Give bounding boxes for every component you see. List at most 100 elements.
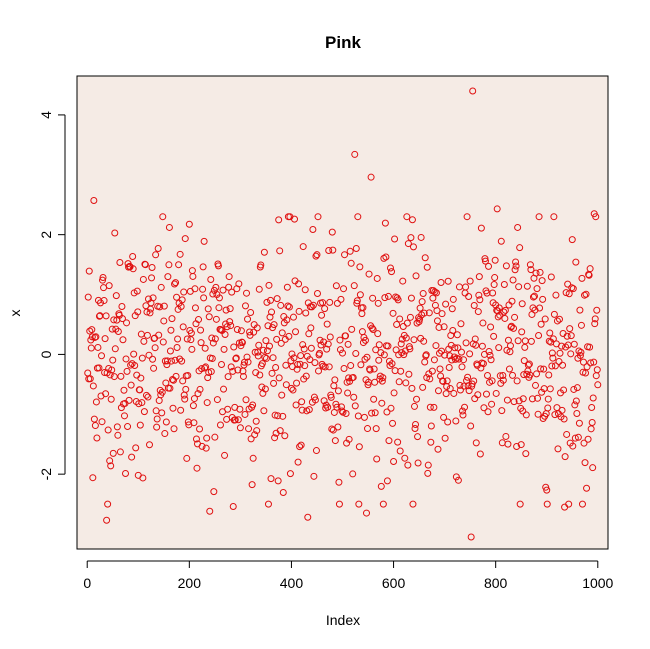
data-point <box>100 297 108 305</box>
data-point <box>136 421 144 429</box>
data-point <box>491 274 499 282</box>
data-point <box>331 376 339 384</box>
data-point <box>305 330 313 338</box>
data-point <box>588 404 596 412</box>
data-point <box>335 478 343 486</box>
data-point <box>527 337 535 345</box>
data-point <box>512 258 520 266</box>
data-point <box>284 302 292 310</box>
data-point <box>408 216 416 224</box>
data-point <box>474 308 482 316</box>
data-point <box>497 237 505 245</box>
data-point <box>339 349 346 357</box>
data-point <box>304 513 312 521</box>
data-point <box>388 360 396 368</box>
data-point <box>381 294 389 302</box>
data-point <box>163 361 171 369</box>
data-point <box>542 483 550 491</box>
data-point <box>260 248 268 256</box>
data-point <box>469 87 477 95</box>
data-point <box>316 349 324 357</box>
data-point <box>574 433 582 441</box>
data-point <box>119 336 127 344</box>
data-point <box>267 296 275 304</box>
data-point <box>396 447 404 455</box>
data-point <box>140 408 148 416</box>
data-point <box>429 294 437 302</box>
data-point <box>88 326 96 334</box>
data-point <box>509 371 517 379</box>
data-point <box>262 337 270 345</box>
data-point <box>418 298 426 306</box>
data-point <box>187 336 195 344</box>
data-point <box>528 395 536 403</box>
data-point <box>502 432 510 440</box>
data-point <box>383 408 391 416</box>
data-point <box>255 285 263 293</box>
data-point <box>460 382 468 390</box>
data-point <box>353 297 361 305</box>
data-point <box>91 422 99 430</box>
data-point <box>578 500 586 508</box>
data-point <box>445 364 453 372</box>
y-tick-label: -2 <box>38 468 54 481</box>
data-point <box>438 310 446 318</box>
data-point <box>526 371 534 379</box>
data-point <box>569 285 577 293</box>
data-point <box>410 336 418 344</box>
data-point <box>282 361 290 369</box>
data-point <box>513 377 521 385</box>
data-point <box>551 411 559 419</box>
data-point <box>586 343 594 351</box>
data-point <box>264 500 272 508</box>
data-point <box>380 351 388 359</box>
data-point <box>490 332 498 340</box>
data-point <box>270 321 278 329</box>
data-point <box>390 389 398 397</box>
data-point <box>414 433 422 441</box>
data-point <box>203 399 211 407</box>
data-point <box>502 262 510 270</box>
data-point <box>258 360 266 368</box>
data-point <box>488 400 496 408</box>
data-point <box>275 216 283 224</box>
data-point <box>286 470 294 478</box>
data-point <box>113 423 121 431</box>
data-point <box>582 369 590 377</box>
data-point <box>187 329 195 337</box>
y-axis: -2 0 2 4 <box>38 111 66 481</box>
data-point <box>114 327 122 335</box>
data-point <box>518 300 526 308</box>
data-point <box>460 356 468 364</box>
data-point <box>159 213 167 221</box>
data-point <box>412 272 420 280</box>
data-point <box>231 416 239 424</box>
data-point <box>414 459 422 467</box>
data-point <box>371 409 379 417</box>
data-point <box>127 361 135 369</box>
data-point <box>413 395 421 403</box>
data-point <box>227 363 235 371</box>
data-point <box>350 393 358 401</box>
data-point <box>310 472 318 480</box>
data-point <box>234 366 242 374</box>
data-point <box>340 285 348 293</box>
data-point <box>302 309 310 317</box>
data-point <box>593 366 601 374</box>
data-point <box>466 277 474 285</box>
data-point <box>279 488 287 496</box>
data-point <box>340 364 348 372</box>
data-point <box>479 319 487 327</box>
data-point <box>222 306 230 314</box>
data-point <box>353 299 361 307</box>
data-point <box>336 346 344 354</box>
data-point <box>454 344 462 352</box>
data-point <box>207 368 215 376</box>
data-point <box>333 299 341 307</box>
data-point <box>123 319 131 327</box>
data-point <box>398 349 406 357</box>
data-point <box>292 328 300 336</box>
data-point <box>270 379 278 387</box>
data-point <box>544 395 552 403</box>
data-point <box>519 407 527 415</box>
